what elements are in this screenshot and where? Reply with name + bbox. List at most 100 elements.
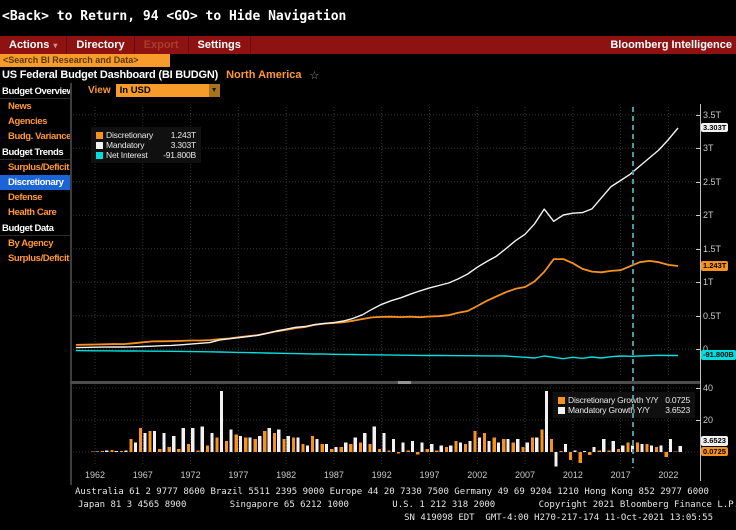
legend-swatch bbox=[96, 141, 103, 149]
legend-swatch bbox=[96, 151, 103, 159]
legend-swatch bbox=[96, 131, 103, 139]
footer-session-info: SN 419098 EDT GMT-4:00 H270-217-174 11-O… bbox=[404, 513, 713, 523]
x-axis-label-1982: 1982 bbox=[276, 470, 297, 480]
value-badge-mandatory: 3.303T bbox=[701, 122, 729, 133]
sidebar-nav: Budget Overview News Agencies Budg. Varianc… bbox=[0, 83, 70, 485]
toolbar: Actions ▾ Directory Export Settings Bloomber… bbox=[0, 36, 736, 54]
series-mandatory-growth-y-y-bars bbox=[95, 391, 682, 467]
series-discretionary-growth-y-y-bars bbox=[91, 428, 678, 464]
sidebar-item-discretionary[interactable]: Discretionary bbox=[0, 175, 70, 190]
legend-value: -91.800B bbox=[163, 150, 196, 160]
y-axis-line bbox=[700, 104, 701, 481]
sidebar-item-by-agency[interactable]: By Agency bbox=[8, 238, 54, 249]
view-label: View bbox=[88, 85, 111, 96]
series-mandatory-line bbox=[75, 127, 679, 349]
y-axis-tick-3t: 3T bbox=[703, 143, 714, 154]
y-axis-tickmark bbox=[696, 420, 701, 421]
series-net-interest-line bbox=[75, 349, 678, 360]
terminal-footer: Australia 61 2 9777 8600 Brazil 5511 239… bbox=[0, 486, 736, 530]
page-title: US Federal Budget Dashboard (BI BUDGN) bbox=[2, 69, 219, 81]
legend-item-mandatory: Mandatory 3.303T bbox=[96, 140, 196, 150]
sidebar-section-budget-data: Budget Data bbox=[0, 220, 70, 236]
view-dropdown[interactable]: In USD ▼ bbox=[115, 84, 220, 97]
y-axis-tickmark bbox=[696, 248, 701, 250]
chevron-down-icon: ▾ bbox=[53, 41, 58, 50]
sidebar-item-health-care[interactable]: Health Care bbox=[8, 207, 57, 218]
series-discretionary-line bbox=[75, 258, 679, 346]
projection-divider-line bbox=[632, 107, 635, 468]
x-axis-label-2002: 2002 bbox=[467, 470, 488, 480]
y-axis-tickmark bbox=[696, 215, 701, 217]
y-axis-tick-2-5t: 2.5T bbox=[703, 176, 722, 187]
legend-label: Net Interest bbox=[106, 150, 148, 160]
legend-item-net-interest: Net Interest -91.800B bbox=[96, 150, 196, 160]
legend-item-discretionary: Discretionary 1.243T bbox=[96, 130, 196, 140]
x-axis-label-1977: 1977 bbox=[228, 470, 249, 480]
sidebar-item-surplus-deficit[interactable]: Surplus/Deficit bbox=[8, 162, 70, 173]
sidebar-item-budg-variance[interactable]: Budg. Variance bbox=[8, 131, 70, 142]
sidebar-item-agencies[interactable]: Agencies bbox=[8, 116, 48, 127]
sidebar-divider bbox=[70, 83, 72, 485]
y-axis-tick-1-5t: 1.5T bbox=[703, 243, 722, 254]
chart-pan-scrollbar[interactable] bbox=[70, 381, 700, 384]
view-control-row: View In USD ▼ bbox=[88, 84, 220, 97]
x-axis-label-1987: 1987 bbox=[323, 470, 344, 480]
breadcrumb-region[interactable]: North America bbox=[226, 69, 302, 81]
line-chart-legend: Discretionary 1.243T Mandatory 3.303T Net In… bbox=[91, 127, 201, 163]
growth-bar-chart bbox=[70, 385, 700, 467]
x-axis-label-1997: 1997 bbox=[419, 470, 440, 480]
legend-label: Discretionary Growth Y/Y bbox=[568, 395, 659, 405]
toolbar-item-export: Export bbox=[135, 36, 189, 54]
value-badge-mandatory-growth-y-y: 3.6523 bbox=[701, 436, 728, 446]
toolbar-item-actions[interactable]: Actions ▾ bbox=[0, 36, 68, 54]
y-axis-tick-2t: 2T bbox=[703, 210, 714, 221]
x-axis-label-1962: 1962 bbox=[84, 470, 106, 480]
growth-axis-tick-20: 20 bbox=[703, 415, 714, 425]
growth-axis-tick-40: 40 bbox=[703, 383, 714, 393]
y-axis-tick-1t: 1T bbox=[703, 277, 714, 288]
y-axis-tickmark bbox=[696, 148, 701, 150]
brand-label: Bloomberg Intelligence bbox=[610, 39, 732, 51]
legend-value: 3.6523 bbox=[665, 405, 690, 415]
toolbar-item-settings[interactable]: Settings bbox=[189, 36, 251, 54]
legend-value: 3.303T bbox=[170, 140, 196, 150]
value-badge-discretionary: 1.243T bbox=[701, 261, 729, 271]
x-axis-label-2017: 2017 bbox=[610, 470, 631, 480]
y-axis-tickmark bbox=[696, 388, 701, 389]
legend-swatch bbox=[558, 396, 565, 404]
favorite-star-icon[interactable]: ☆ bbox=[309, 69, 320, 82]
legend-item-discretionary-growth-y-y: Discretionary Growth Y/Y 0.0725 bbox=[558, 395, 690, 405]
legend-label: Mandatory bbox=[106, 140, 145, 150]
legend-item-mandatory-growth-y-y: Mandatory Growth Y/Y 3.6523 bbox=[558, 405, 690, 415]
legend-value: 0.0725 bbox=[665, 395, 690, 405]
sidebar-item-surplus-deficit[interactable]: Surplus/Deficit bbox=[8, 253, 70, 264]
window-title-bar: <Back> to Return, 94 <GO> to Hide Naviga… bbox=[0, 0, 736, 36]
view-dropdown-value: In USD bbox=[119, 85, 151, 96]
y-axis-tickmark bbox=[696, 315, 701, 317]
y-axis-tick-3-5t: 3.5T bbox=[703, 109, 722, 120]
x-axis-label-1972: 1972 bbox=[180, 470, 201, 480]
sidebar-item-news[interactable]: News bbox=[8, 101, 32, 112]
x-axis-label-2022: 2022 bbox=[658, 470, 679, 480]
y-axis-tickmark bbox=[696, 181, 701, 183]
footer-phone-line-2: Japan 81 3 4565 8900 Singapore 65 6212 1… bbox=[78, 500, 736, 510]
sidebar-section-budget-trends: Budget Trends bbox=[0, 144, 70, 160]
x-axis-label-1992: 1992 bbox=[371, 470, 392, 480]
y-axis-tickmark bbox=[696, 349, 701, 351]
footer-phone-line-1: Australia 61 2 9777 8600 Brazil 5511 239… bbox=[75, 487, 709, 497]
window-title: <Back> to Return, 94 <GO> to Hide Naviga… bbox=[2, 9, 347, 24]
toolbar-item-directory[interactable]: Directory bbox=[67, 36, 135, 54]
scrollbar-thumb[interactable] bbox=[398, 381, 411, 384]
legend-swatch bbox=[558, 406, 565, 414]
legend-label: Mandatory Growth Y/Y bbox=[568, 405, 650, 415]
legend-value: 1.243T bbox=[170, 130, 196, 140]
legend-label: Discretionary bbox=[106, 130, 153, 140]
y-axis-tickmark bbox=[696, 282, 701, 284]
search-input[interactable]: <Search BI Research and Data> bbox=[0, 54, 170, 67]
x-axis-label-2012: 2012 bbox=[562, 470, 583, 480]
x-axis-label-2007: 2007 bbox=[515, 470, 536, 480]
toolbar-items: Actions ▾ Directory Export Settings bbox=[0, 36, 251, 54]
chevron-down-icon[interactable]: ▼ bbox=[208, 84, 220, 97]
sidebar-item-defense[interactable]: Defense bbox=[8, 192, 43, 203]
